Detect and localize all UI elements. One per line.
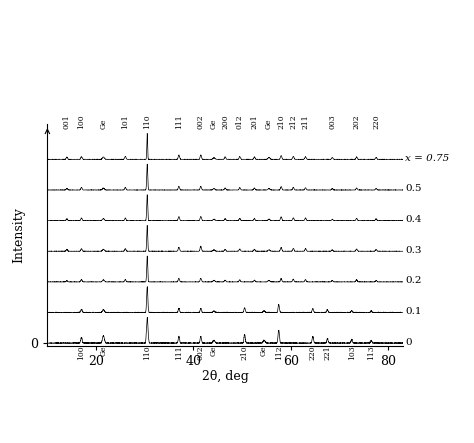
Text: 111: 111 — [175, 346, 183, 360]
Text: 210: 210 — [277, 114, 285, 129]
Text: x = 0.75: x = 0.75 — [405, 154, 449, 163]
Text: Ge: Ge — [210, 118, 218, 129]
Text: 101: 101 — [121, 114, 129, 129]
Text: 0.1: 0.1 — [405, 307, 422, 316]
Text: 0: 0 — [405, 338, 412, 346]
Text: 113: 113 — [367, 346, 375, 360]
Text: 100: 100 — [77, 114, 85, 129]
Text: 200: 200 — [221, 114, 229, 129]
Text: 202: 202 — [353, 114, 361, 129]
Y-axis label: Intensity: Intensity — [12, 207, 25, 263]
Text: 212: 212 — [289, 114, 297, 129]
Text: Ge: Ge — [100, 118, 108, 129]
Text: 012: 012 — [236, 114, 244, 129]
Text: 110: 110 — [143, 346, 151, 360]
Text: 210: 210 — [241, 346, 249, 360]
Text: 220: 220 — [372, 114, 380, 129]
Text: 110: 110 — [143, 114, 151, 129]
Text: 220: 220 — [309, 346, 317, 360]
Text: 111: 111 — [175, 114, 183, 129]
Text: Ge: Ge — [210, 346, 218, 356]
X-axis label: 2θ, deg: 2θ, deg — [202, 370, 248, 383]
Text: 003: 003 — [328, 114, 336, 129]
Text: 103: 103 — [348, 346, 356, 360]
Text: 0.4: 0.4 — [405, 215, 422, 224]
Text: 0.2: 0.2 — [405, 276, 422, 285]
Text: 221: 221 — [323, 346, 331, 360]
Text: 100: 100 — [77, 346, 85, 360]
Text: Ge: Ge — [100, 346, 108, 356]
Text: Ge: Ge — [265, 118, 273, 129]
Text: 0.5: 0.5 — [405, 184, 422, 193]
Text: 112: 112 — [275, 346, 283, 360]
Text: 002: 002 — [197, 346, 205, 360]
Text: 002: 002 — [197, 114, 205, 129]
Text: 211: 211 — [301, 114, 310, 129]
Text: Ge: Ge — [260, 346, 268, 356]
Text: 001: 001 — [63, 114, 71, 129]
Text: 0.3: 0.3 — [405, 245, 422, 255]
Text: 201: 201 — [250, 114, 258, 129]
